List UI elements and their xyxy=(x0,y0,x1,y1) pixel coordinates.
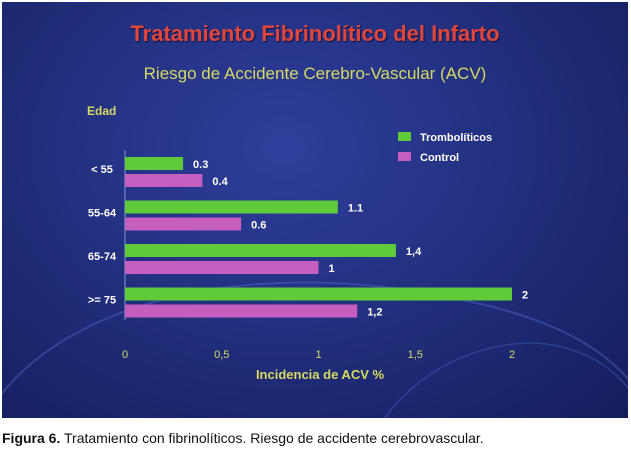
x-tick-label: 2 xyxy=(509,349,515,361)
bar-value-label: 0.6 xyxy=(251,220,266,232)
legend-label: Control xyxy=(420,152,459,164)
category-label: 55-64 xyxy=(88,208,117,220)
chart-title: Tratamiento Fibrinolítico del Infarto xyxy=(130,21,500,46)
x-tick-label: 0 xyxy=(122,349,128,361)
bar xyxy=(125,304,358,318)
category-label: >= 75 xyxy=(88,295,116,307)
bar-value-label: 1 xyxy=(329,263,335,275)
bar-value-label: 0.4 xyxy=(212,176,228,188)
figure-caption: Figura 6. Tratamiento con fibrinolíticos… xyxy=(2,430,628,446)
labels-group: < 55 0.3 0.4 55-64 1.1 0.6 65-74 1,4 1 >= 75 2 1,2 xyxy=(88,159,528,319)
bar-value-label: 1,4 xyxy=(406,246,422,258)
bar xyxy=(125,200,338,214)
bar-value-label: 1,2 xyxy=(367,307,382,319)
legend-swatch xyxy=(398,152,411,161)
legend-label: Trombolíticos xyxy=(420,132,492,144)
legend-swatch xyxy=(398,132,411,141)
bar xyxy=(125,174,203,187)
bar-value-label: 0.3 xyxy=(193,159,208,171)
background-swirl xyxy=(2,281,628,418)
legend: Trombolíticos Control xyxy=(398,132,492,164)
x-tick-label: 1,5 xyxy=(408,349,423,361)
x-ticks-group: 0 0,5 1 1,5 2 xyxy=(122,349,515,361)
bar xyxy=(125,244,396,257)
bar xyxy=(125,157,184,170)
category-label: < 55 xyxy=(91,164,113,176)
bar-value-label: 2 xyxy=(522,290,528,302)
bar xyxy=(125,287,512,301)
chart-subtitle: Riesgo de Accidente Cerebro-Vascular (AC… xyxy=(143,64,487,83)
bar-chart: Edad < 55 0.3 0.4 55-64 1.1 0.6 65-74 1,4 1 >= 75… xyxy=(87,104,528,382)
x-tick-label: 1 xyxy=(315,349,321,361)
chart-slide: Tratamiento Fibrinolítico del Infarto Ri… xyxy=(2,2,628,418)
category-label: 65-74 xyxy=(88,251,117,263)
x-axis-title: Incidencia de ACV % xyxy=(256,367,385,382)
x-tick-label: 0,5 xyxy=(214,349,229,361)
bar-value-label: 1.1 xyxy=(348,203,363,215)
category-axis-title: Edad xyxy=(87,104,116,118)
caption-text: Tratamiento con fibrinolíticos. Riesgo d… xyxy=(60,430,484,446)
bar xyxy=(125,217,242,231)
bars-group xyxy=(125,157,512,318)
bar xyxy=(125,261,319,274)
caption-label: Figura 6. xyxy=(2,430,61,446)
